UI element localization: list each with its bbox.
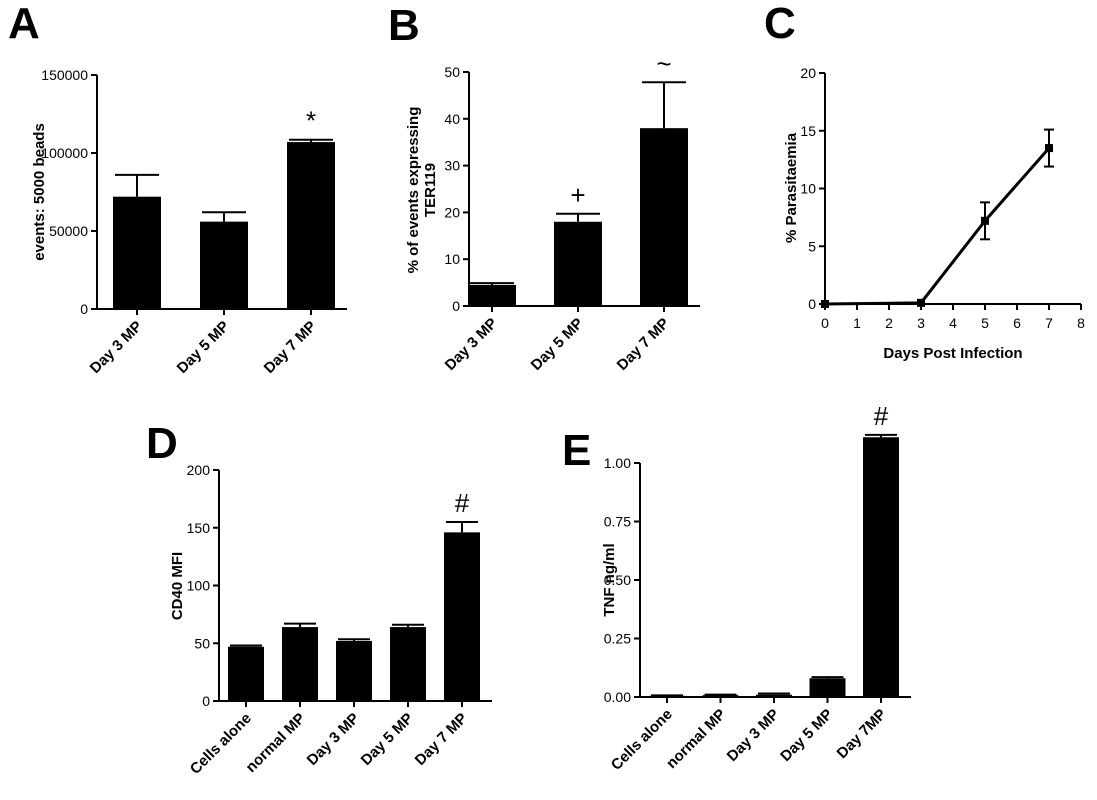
bar bbox=[287, 142, 335, 309]
y-tick-label: 50000 bbox=[49, 223, 88, 239]
y-tick-label: 0.00 bbox=[604, 689, 631, 705]
significance-marker: * bbox=[306, 106, 316, 136]
bar bbox=[756, 694, 792, 697]
x-tick-label: Day 7MP bbox=[834, 706, 890, 762]
y-tick-label: 150000 bbox=[41, 67, 88, 83]
x-tick-label: 4 bbox=[949, 315, 957, 331]
data-point bbox=[1045, 144, 1053, 153]
y-tick-label: 10 bbox=[444, 251, 460, 267]
y-tick-label: 1.00 bbox=[604, 455, 631, 471]
bar bbox=[113, 196, 161, 309]
y-tick-label: 50 bbox=[444, 64, 460, 80]
panel-b: B 0 10 20 30 40 50 % of events expressingTER119… bbox=[388, 1, 700, 374]
y-tick-label: 30 bbox=[444, 158, 460, 174]
bar bbox=[640, 128, 688, 306]
y-axis-title: CD40 MFI bbox=[169, 552, 186, 620]
x-tick-label: 6 bbox=[1013, 315, 1021, 331]
bar bbox=[228, 646, 264, 701]
y-tick-label: 20 bbox=[800, 65, 816, 81]
y-tick-label: 50 bbox=[194, 635, 210, 651]
x-tick-label: 2 bbox=[885, 315, 893, 331]
y-tick-label: 0.25 bbox=[604, 631, 631, 647]
y-tick-label: 15 bbox=[800, 123, 816, 139]
panel-letter-a: A bbox=[8, 0, 40, 48]
bar bbox=[200, 221, 248, 309]
y-axis-title: % Parasitaemia bbox=[783, 132, 800, 243]
data-point bbox=[981, 216, 989, 225]
x-tick-label: Day 3 MP bbox=[304, 710, 363, 769]
x-tick-label: Day 7 MP bbox=[412, 710, 471, 769]
x-tick-label: 0 bbox=[821, 315, 829, 331]
x-tick-label: Day 7 MP bbox=[614, 315, 673, 374]
y-tick-label: 200 bbox=[187, 462, 211, 478]
bar bbox=[336, 640, 372, 701]
series-line bbox=[824, 147, 1051, 306]
y-tick-label: 10 bbox=[800, 181, 816, 197]
y-tick-label: 0.75 bbox=[604, 514, 631, 530]
x-tick-label: 7 bbox=[1045, 315, 1053, 331]
x-tick-label: Day 5 MP bbox=[174, 318, 233, 377]
panel-a: A 0 50000 100000 150000 events: 5000 beads Day… bbox=[8, 0, 347, 377]
y-axis-title: % of events expressingTER119 bbox=[405, 107, 439, 274]
y-tick-label: 20 bbox=[444, 204, 460, 220]
x-tick-label: 8 bbox=[1077, 315, 1085, 331]
y-axis-title: events: 5000 beads bbox=[31, 123, 48, 261]
panel-c: C 0 5 10 15 20 % Parasitaemia 0 1 2 3 4 5 6 7 8 Days Pos… bbox=[764, 0, 1085, 362]
x-tick-label: Day 5 MP bbox=[358, 710, 417, 769]
significance-marker: # bbox=[874, 401, 889, 431]
x-tick-label: Day 3 MP bbox=[87, 318, 146, 377]
x-axis-title: Days Post Infection bbox=[883, 345, 1022, 362]
bar bbox=[554, 221, 602, 306]
y-axis-title-line: TER119 bbox=[422, 163, 439, 217]
x-tick-label: Day 3 MP bbox=[442, 315, 501, 374]
bar bbox=[468, 284, 516, 306]
panel-letter-e: E bbox=[562, 426, 591, 475]
bar bbox=[282, 627, 318, 701]
y-tick-label: 150 bbox=[187, 520, 211, 536]
bar bbox=[809, 678, 846, 697]
y-tick-label: 0 bbox=[202, 693, 210, 709]
x-tick-label: Day 7 MP bbox=[261, 318, 320, 377]
x-tick-label: 1 bbox=[853, 315, 861, 331]
data-point bbox=[917, 298, 925, 307]
y-tick-label: 5 bbox=[808, 238, 816, 254]
panel-letter-b: B bbox=[388, 1, 420, 50]
y-tick-label: 0 bbox=[808, 296, 816, 312]
significance-marker: ~ bbox=[656, 48, 671, 78]
x-tick-label: Day 5 MP bbox=[777, 706, 836, 765]
y-tick-label: 0 bbox=[80, 301, 88, 317]
x-tick-label: 5 bbox=[981, 315, 989, 331]
x-tick-label: 3 bbox=[917, 315, 925, 331]
y-tick-label: 0.50 bbox=[604, 572, 631, 588]
panel-letter-d: D bbox=[146, 419, 178, 468]
y-axis-title-line: % of events expressing bbox=[405, 107, 422, 274]
bar bbox=[390, 627, 426, 701]
bar bbox=[649, 695, 685, 697]
panel-letter-c: C bbox=[764, 0, 796, 48]
y-tick-label: 0 bbox=[452, 298, 460, 314]
x-tick-label: Day 3 MP bbox=[724, 706, 783, 765]
significance-marker: + bbox=[570, 180, 585, 210]
x-tick-label: Cells alone bbox=[187, 710, 255, 778]
x-tick-label: Day 5 MP bbox=[528, 315, 587, 374]
significance-marker: # bbox=[455, 488, 470, 518]
y-tick-label: 40 bbox=[444, 111, 460, 127]
bar bbox=[702, 695, 739, 697]
bar bbox=[444, 532, 480, 701]
y-axis-title: TNF ng/ml bbox=[601, 543, 618, 616]
bar bbox=[863, 437, 899, 697]
y-tick-label: 100000 bbox=[41, 145, 88, 161]
data-point bbox=[821, 300, 829, 308]
y-tick-label: 100 bbox=[187, 578, 211, 594]
